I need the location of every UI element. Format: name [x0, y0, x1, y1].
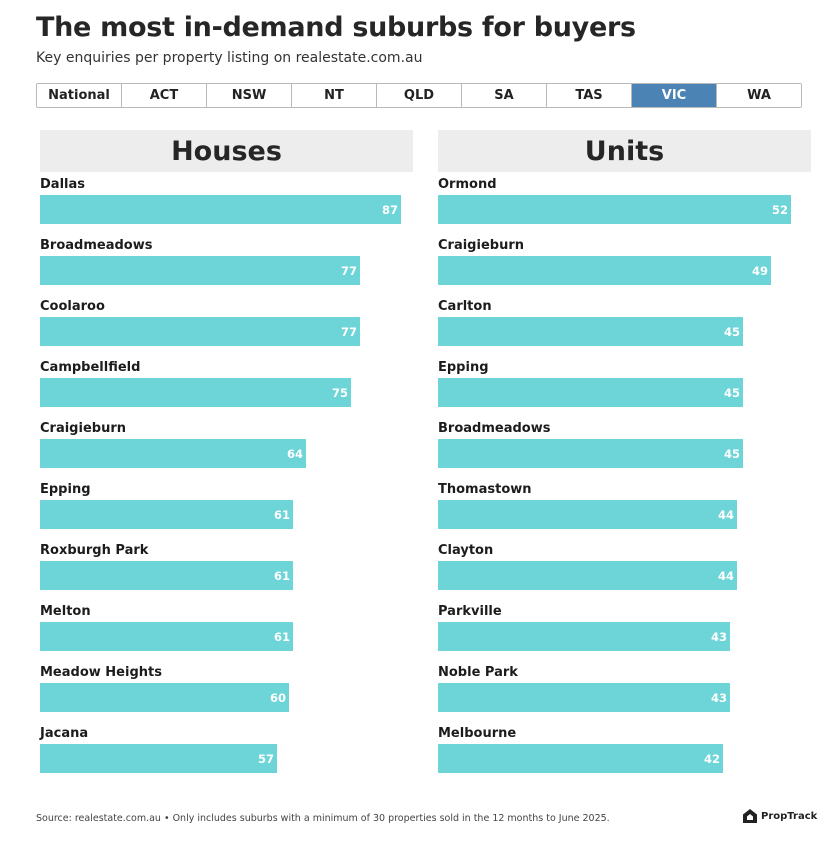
units-category-label: Thomastown	[438, 482, 532, 497]
units-bar-value-label: 45	[723, 386, 740, 400]
tab-national[interactable]: National	[37, 84, 122, 107]
units-category-label: Epping	[438, 360, 489, 375]
units-category-label: Clayton	[438, 543, 494, 558]
houses-category-label: Coolaroo	[40, 299, 105, 314]
units-bar: 42	[438, 744, 723, 773]
houses-bar: 61	[40, 561, 293, 590]
units-bar: 45	[438, 439, 743, 468]
houses-category-label: Dallas	[40, 177, 85, 192]
units-bar: 44	[438, 500, 737, 529]
tab-nt[interactable]: NT	[292, 84, 377, 107]
houses-category-label: Craigieburn	[40, 421, 126, 436]
houses-bar: 75	[40, 378, 351, 407]
units-bar-value-label: 44	[717, 569, 734, 583]
houses-chart-title: Houses	[40, 130, 413, 172]
houses-bar: 61	[40, 622, 293, 651]
houses-bar-value-label: 77	[340, 325, 357, 339]
units-bar: 45	[438, 378, 743, 407]
houses-bar-value-label: 60	[269, 691, 286, 705]
houses-bar: 87	[40, 195, 401, 224]
units-bar: 44	[438, 561, 737, 590]
units-bar-value-label: 42	[703, 752, 720, 766]
tab-qld[interactable]: QLD	[377, 84, 462, 107]
units-bar-value-label: 45	[723, 447, 740, 461]
units-bar-value-label: 45	[723, 325, 740, 339]
houses-bar-value-label: 64	[286, 447, 303, 461]
houses-category-label: Broadmeadows	[40, 238, 153, 253]
units-bar: 52	[438, 195, 791, 224]
houses-category-label: Jacana	[40, 726, 89, 741]
units-category-label: Carlton	[438, 299, 492, 314]
houses-bar-value-label: 61	[273, 569, 290, 583]
houses-bar-value-label: 61	[273, 630, 290, 644]
houses-bar: 57	[40, 744, 277, 773]
proptrack-house-icon	[743, 809, 757, 823]
units-bar-value-label: 44	[717, 508, 734, 522]
houses-bar-value-label: 77	[340, 264, 357, 278]
units-bar-value-label: 49	[751, 264, 768, 278]
tab-wa[interactable]: WA	[717, 84, 801, 107]
houses-bar: 77	[40, 256, 360, 285]
houses-bar-value-label: 75	[331, 386, 348, 400]
houses-category-label: Epping	[40, 482, 91, 497]
tab-tas[interactable]: TAS	[547, 84, 632, 107]
units-bar-value-label: 43	[710, 691, 727, 705]
page-title: The most in-demand suburbs for buyers	[36, 12, 636, 43]
source-footnote: Source: realestate.com.au • Only include…	[36, 813, 610, 824]
units-bar: 43	[438, 622, 730, 651]
houses-category-label: Melton	[40, 604, 91, 619]
state-tabs: National ACT NSW NT QLD SA TAS VIC WA	[36, 83, 802, 108]
units-category-label: Craigieburn	[438, 238, 524, 253]
page-subtitle: Key enquiries per property listing on re…	[36, 50, 423, 66]
houses-category-label: Meadow Heights	[40, 665, 162, 680]
proptrack-logo-text: PropTrack	[761, 810, 818, 822]
units-category-label: Melbourne	[438, 726, 517, 741]
houses-bar: 77	[40, 317, 360, 346]
houses-category-label: Campbellfield	[40, 360, 141, 375]
houses-chart: Houses Dallas 87 Broadmeadows 77 Coolaroo 77 C…	[40, 130, 413, 773]
houses-category-label: Roxburgh Park	[40, 543, 149, 558]
units-bar-value-label: 43	[710, 630, 727, 644]
tab-nsw[interactable]: NSW	[207, 84, 292, 107]
houses-bar: 60	[40, 683, 289, 712]
units-bar-value-label: 52	[771, 203, 788, 217]
units-category-label: Broadmeadows	[438, 421, 551, 436]
houses-bar-value-label: 87	[381, 203, 398, 217]
proptrack-logo: PropTrack	[742, 808, 817, 824]
units-bar: 49	[438, 256, 771, 285]
units-chart-title: Units	[438, 130, 811, 172]
houses-bar: 61	[40, 500, 293, 529]
tab-act[interactable]: ACT	[122, 84, 207, 107]
units-bar: 43	[438, 683, 730, 712]
tab-sa[interactable]: SA	[462, 84, 547, 107]
units-category-label: Ormond	[438, 177, 497, 192]
houses-bar-value-label: 61	[273, 508, 290, 522]
tab-vic[interactable]: VIC	[632, 84, 717, 107]
houses-bar: 64	[40, 439, 306, 468]
units-chart: Units Ormond 52 Craigieburn 49 Carlton 45 Eppi…	[438, 130, 811, 773]
units-bar: 45	[438, 317, 743, 346]
units-category-label: Parkville	[438, 604, 502, 619]
houses-bar-value-label: 57	[257, 752, 274, 766]
units-category-label: Noble Park	[438, 665, 518, 680]
